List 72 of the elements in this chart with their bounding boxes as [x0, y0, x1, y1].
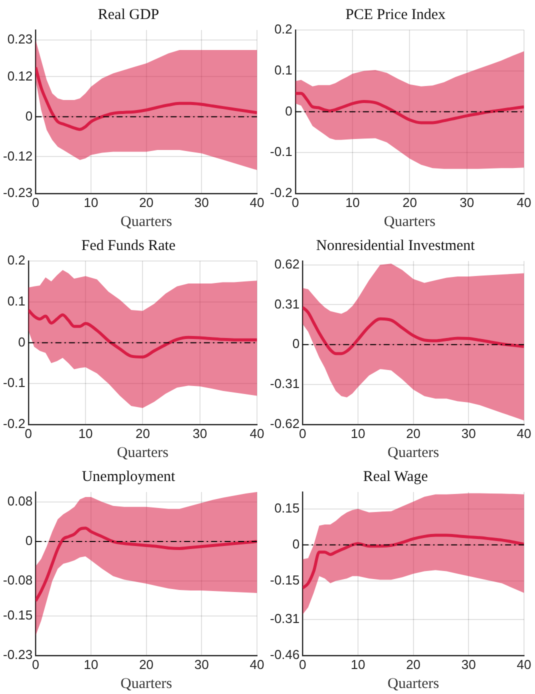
y-tick-label: 0 — [285, 103, 292, 118]
y-tick-label: 0.2 — [274, 22, 292, 37]
y-tick-label: 0.23 — [7, 32, 33, 47]
x-tick-label: 20 — [406, 656, 421, 672]
y-tick-label: 0.31 — [274, 296, 300, 312]
x-tick-label: 30 — [194, 194, 209, 210]
x-tick-label: 40 — [516, 656, 532, 672]
x-tick-label: 40 — [516, 426, 532, 441]
x-axis-title: Quarters — [387, 676, 440, 692]
x-axis-title: Quarters — [116, 444, 169, 461]
y-tick-label: 0 — [292, 336, 300, 352]
x-tick-label: 10 — [84, 194, 98, 210]
line-series — [302, 306, 524, 356]
y-tick-label: 0.1 — [7, 293, 26, 308]
x-tick-label: 30 — [194, 656, 209, 672]
y-tick-label: 0.15 — [274, 500, 300, 516]
x-tick-label: 20 — [402, 194, 417, 210]
x-tick-label: 20 — [135, 426, 150, 441]
x-axis-title: Quarters — [120, 676, 172, 692]
y-tick-label: 0 — [25, 108, 33, 124]
y-tick-label: -0.2 — [270, 184, 292, 200]
y-tick-label: 0 — [25, 533, 33, 548]
x-axis-title: Quarters — [387, 444, 440, 461]
x-tick-label: 30 — [192, 426, 208, 441]
chart-title: Real GDP — [98, 6, 160, 23]
y-tick-label: 0 — [18, 334, 26, 350]
x-tick-label: 20 — [406, 426, 421, 441]
y-tick-label: -0.31 — [270, 376, 300, 392]
y-tick-label: -0.1 — [270, 144, 292, 160]
y-tick-label: -0.1 — [2, 375, 26, 390]
chart-title: PCE Price Index — [346, 6, 446, 23]
y-tick-label: 0 — [292, 536, 300, 552]
x-tick-label: 20 — [139, 656, 154, 672]
y-tick-label: -0.46 — [270, 646, 300, 662]
x-axis-title: Quarters — [120, 214, 172, 230]
y-tick-label: 0.08 — [7, 493, 33, 508]
x-tick-label: 10 — [345, 194, 360, 210]
line-series — [36, 66, 257, 131]
y-tick-label: -0.15 — [270, 572, 300, 588]
y-tick-label: 0.62 — [274, 256, 300, 272]
line-series — [28, 308, 257, 358]
x-tick-label: 30 — [461, 656, 476, 672]
x-tick-label: 10 — [78, 426, 93, 441]
y-tick-label: -0.12 — [2, 148, 33, 164]
x-tick-label: 40 — [250, 656, 264, 672]
x-tick-label: 10 — [84, 656, 98, 672]
y-tick-label: -0.31 — [270, 610, 300, 626]
chart-title: Nonresidential Investment — [316, 238, 476, 254]
x-axis-title: Quarters — [384, 214, 436, 230]
y-tick-label: -0.23 — [2, 184, 33, 200]
y-tick-label: 0.2 — [7, 252, 26, 268]
chart-title: Fed Funds Rate — [81, 238, 176, 254]
line-series — [36, 526, 257, 602]
x-tick-label: 10 — [350, 426, 366, 441]
y-tick-label: -0.62 — [270, 416, 300, 431]
y-tick-label: -0.23 — [2, 646, 33, 662]
y-tick-label: 0.1 — [274, 62, 292, 78]
x-tick-label: 30 — [460, 194, 474, 210]
line-series — [295, 92, 524, 124]
x-tick-label: 10 — [350, 656, 366, 672]
y-tick-label: -0.15 — [2, 607, 33, 622]
line-series — [302, 534, 524, 590]
x-tick-label: 20 — [139, 194, 154, 210]
x-tick-label: 40 — [250, 194, 264, 210]
chart-title: Unemployment — [82, 468, 176, 485]
y-tick-label: -0.2 — [2, 416, 26, 431]
x-tick-label: 40 — [516, 194, 532, 210]
chart-title: Real Wage — [363, 468, 428, 485]
y-tick-label: -0.08 — [2, 572, 33, 588]
y-tick-label: 0.12 — [7, 68, 33, 84]
x-tick-label: 40 — [250, 426, 264, 441]
x-tick-label: 30 — [461, 426, 476, 441]
